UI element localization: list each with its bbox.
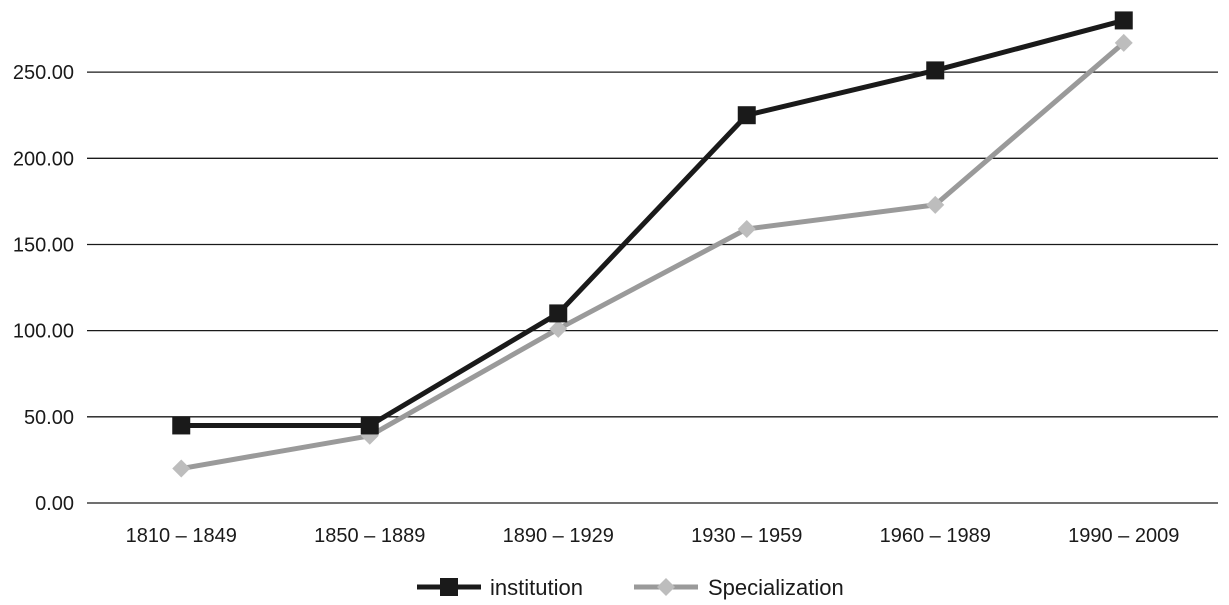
legend-item-specialization: Specialization <box>634 575 844 600</box>
data-point-diamond <box>737 219 756 238</box>
series-layer <box>172 11 1133 478</box>
data-point-square <box>360 416 379 435</box>
y-tick-label: 100.00 <box>13 321 74 343</box>
data-point-diamond <box>1114 33 1133 52</box>
x-tick-label: 1890 – 1929 <box>503 525 614 547</box>
data-point-square <box>926 61 945 80</box>
data-point-diamond <box>926 195 945 214</box>
data-point-diamond <box>172 459 191 478</box>
data-point-square <box>737 106 756 125</box>
y-tick-label: 0.00 <box>35 493 74 515</box>
x-tick-label: 1930 – 1959 <box>691 525 802 547</box>
series-institution <box>172 11 1133 435</box>
gridlines <box>87 71 1218 504</box>
legend-label: institution <box>490 575 583 600</box>
x-tick-label: 1850 – 1889 <box>314 525 425 547</box>
data-point-square <box>1114 11 1133 30</box>
data-point-diamond <box>549 319 568 338</box>
y-tick-label: 50.00 <box>24 407 74 429</box>
series-line <box>180 40 1126 471</box>
x-tick-label: 1960 – 1989 <box>880 525 991 547</box>
legend-marker-diamond <box>657 578 675 596</box>
data-point-square <box>172 416 191 435</box>
y-tick-label: 250.00 <box>13 62 74 84</box>
data-point-square <box>549 304 568 323</box>
legend: institution Specialization <box>417 575 844 600</box>
y-tick-label: 200.00 <box>13 148 74 170</box>
legend-item-institution: institution <box>417 575 583 600</box>
series-specialization <box>172 33 1133 478</box>
y-axis-tick-labels: 0.00 50.00 100.00 150.00 200.00 250.00 <box>13 62 74 515</box>
x-tick-label: 1990 – 2009 <box>1068 525 1179 547</box>
x-axis-tick-labels: 1810 – 1849 1850 – 1889 1890 – 1929 1930 – … <box>126 525 1180 547</box>
y-tick-label: 150.00 <box>13 234 74 256</box>
legend-label: Specialization <box>708 575 844 600</box>
x-tick-label: 1810 – 1849 <box>126 525 237 547</box>
series-line <box>181 18 1125 428</box>
legend-marker-square <box>440 578 458 596</box>
